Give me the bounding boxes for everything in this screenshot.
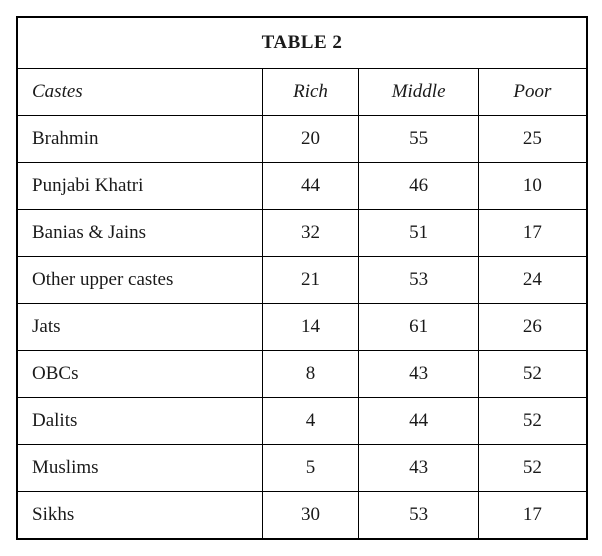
table-title: TABLE 2	[18, 18, 587, 69]
data-table: TABLE 2 Castes Rich Middle Poor Brahmin2…	[17, 17, 587, 539]
row-value: 8	[262, 351, 359, 398]
row-value: 17	[478, 492, 586, 539]
row-value: 53	[359, 257, 478, 304]
row-label: Banias & Jains	[18, 210, 263, 257]
table-row: Punjabi Khatri444610	[18, 163, 587, 210]
row-value: 61	[359, 304, 478, 351]
title-row: TABLE 2	[18, 18, 587, 69]
table-row: Banias & Jains325117	[18, 210, 587, 257]
row-value: 17	[478, 210, 586, 257]
table-row: OBCs84352	[18, 351, 587, 398]
row-value: 43	[359, 445, 478, 492]
row-value: 24	[478, 257, 586, 304]
row-label: Punjabi Khatri	[18, 163, 263, 210]
row-value: 55	[359, 116, 478, 163]
row-value: 44	[262, 163, 359, 210]
row-value: 21	[262, 257, 359, 304]
row-label: Dalits	[18, 398, 263, 445]
header-row: Castes Rich Middle Poor	[18, 69, 587, 116]
col-header-middle: Middle	[359, 69, 478, 116]
row-label: Jats	[18, 304, 263, 351]
row-value: 4	[262, 398, 359, 445]
caste-income-table: TABLE 2 Castes Rich Middle Poor Brahmin2…	[16, 16, 588, 540]
table-body: Brahmin205525Punjabi Khatri444610Banias …	[18, 116, 587, 539]
row-value: 10	[478, 163, 586, 210]
row-value: 14	[262, 304, 359, 351]
row-value: 20	[262, 116, 359, 163]
row-value: 52	[478, 351, 586, 398]
row-value: 30	[262, 492, 359, 539]
row-label: Other upper castes	[18, 257, 263, 304]
table-row: Brahmin205525	[18, 116, 587, 163]
row-value: 32	[262, 210, 359, 257]
table-row: Muslims54352	[18, 445, 587, 492]
row-value: 52	[478, 445, 586, 492]
table-row: Jats146126	[18, 304, 587, 351]
row-value: 26	[478, 304, 586, 351]
row-value: 46	[359, 163, 478, 210]
row-value: 52	[478, 398, 586, 445]
col-header-rich: Rich	[262, 69, 359, 116]
col-header-castes: Castes	[18, 69, 263, 116]
row-label: Brahmin	[18, 116, 263, 163]
row-value: 43	[359, 351, 478, 398]
row-value: 51	[359, 210, 478, 257]
table-row: Dalits44452	[18, 398, 587, 445]
col-header-poor: Poor	[478, 69, 586, 116]
row-label: Muslims	[18, 445, 263, 492]
row-value: 53	[359, 492, 478, 539]
row-label: Sikhs	[18, 492, 263, 539]
row-value: 5	[262, 445, 359, 492]
table-row: Other upper castes215324	[18, 257, 587, 304]
row-value: 44	[359, 398, 478, 445]
row-value: 25	[478, 116, 586, 163]
row-label: OBCs	[18, 351, 263, 398]
table-row: Sikhs305317	[18, 492, 587, 539]
